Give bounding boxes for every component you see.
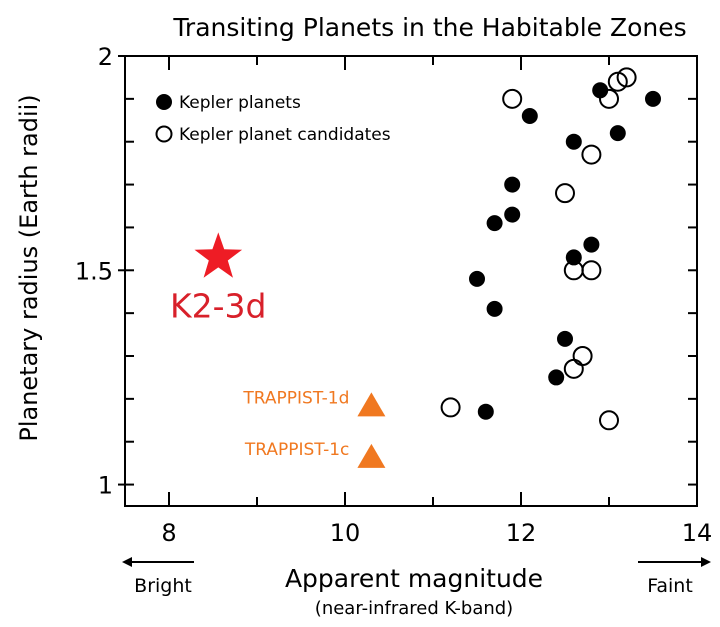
kepler-planet-point [521, 108, 538, 124]
kepler-planet-point [565, 133, 582, 150]
legend: Kepler planets Kepler planet candidates [155, 93, 391, 145]
kepler-candidate-point [555, 183, 575, 204]
faint-label: Faint [647, 575, 693, 597]
y-tick-label: 2 [98, 43, 113, 71]
kepler-planet-point [504, 176, 521, 193]
x-tick-label: 14 [682, 519, 713, 547]
trappist-triangle-marker [357, 443, 386, 468]
legend-marker-kepler-planets [156, 94, 172, 110]
kepler-planet-point [645, 90, 661, 107]
k2-3d-label: K2-3d [170, 286, 267, 325]
kepler-planet-point [486, 300, 503, 317]
plot-frame [124, 55, 698, 507]
kepler-planet-point [609, 125, 626, 142]
kepler-planet-point [469, 270, 485, 287]
legend-label-kepler-planets: Kepler planets [179, 93, 301, 113]
bright-indicator: Bright [122, 557, 194, 597]
kepler-planet-point [557, 330, 573, 347]
kepler-candidate-point [581, 144, 602, 165]
data-marks: K2-3d TRAPPIST-1d TRAPPIST-1c [170, 67, 661, 468]
kepler-candidate-point [607, 71, 628, 92]
y-tick-label: 1 [98, 472, 113, 500]
y-tick-label: 1.5 [75, 257, 113, 285]
legend-marker-kepler-candidates [155, 125, 173, 143]
kepler-candidate-point [599, 88, 619, 109]
axes: 8 10 12 14 1 1.5 2 [75, 43, 712, 547]
kepler-candidate-point [563, 358, 584, 379]
x-tick-label: 10 [330, 519, 361, 547]
k2-3d-star-marker [194, 232, 243, 278]
trappist-label: TRAPPIST-1c [244, 440, 350, 460]
y-axis-label: Planetary radius (Earth radii) [15, 94, 43, 441]
kepler-candidate-point [502, 88, 523, 109]
kepler-planet-point [477, 403, 494, 420]
trappist-triangle-marker [357, 392, 386, 417]
kepler-planet-point [592, 82, 609, 99]
legend-label-kepler-candidates: Kepler planet candidates [179, 125, 391, 145]
kepler-candidate-point [440, 397, 461, 418]
faint-indicator: Faint [638, 557, 711, 597]
kepler-planet-point [583, 236, 600, 253]
kepler-candidate-point [563, 260, 584, 281]
x-tick-label: 12 [506, 519, 537, 547]
bright-arrowhead-icon [122, 557, 132, 567]
x-tick-label: 8 [161, 519, 176, 547]
kepler-planet-point [486, 215, 503, 232]
kepler-planet-point [504, 206, 521, 223]
x-axis-label: Apparent magnitude [285, 564, 543, 593]
kepler-planet-point [548, 369, 565, 386]
kepler-candidate-point [599, 410, 619, 431]
faint-arrowhead-icon [701, 557, 711, 567]
bright-label: Bright [134, 575, 192, 597]
x-axis-sublabel: (near-infrared K-band) [315, 598, 513, 619]
chart-title: Transiting Planets in the Habitable Zone… [172, 13, 686, 42]
kepler-candidate-point [581, 260, 602, 281]
trappist-label: TRAPPIST-1d [242, 388, 349, 408]
